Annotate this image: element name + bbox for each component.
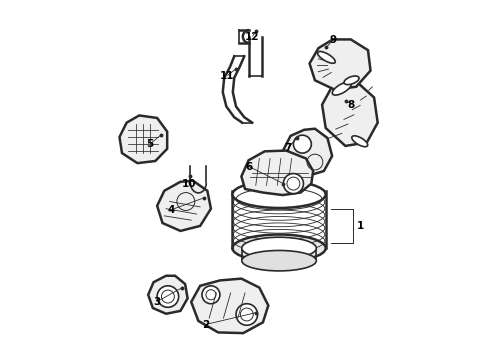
Text: 12: 12 bbox=[245, 32, 259, 41]
Circle shape bbox=[157, 286, 179, 307]
Ellipse shape bbox=[232, 234, 326, 262]
Circle shape bbox=[202, 286, 220, 304]
Ellipse shape bbox=[344, 76, 359, 85]
Text: 1: 1 bbox=[357, 221, 365, 231]
Text: 6: 6 bbox=[245, 162, 252, 172]
Polygon shape bbox=[322, 81, 378, 146]
Ellipse shape bbox=[332, 82, 351, 95]
Text: 3: 3 bbox=[153, 297, 161, 307]
Circle shape bbox=[283, 174, 303, 194]
Ellipse shape bbox=[318, 51, 335, 63]
Polygon shape bbox=[148, 276, 188, 314]
Ellipse shape bbox=[352, 136, 368, 147]
Ellipse shape bbox=[242, 237, 317, 259]
Ellipse shape bbox=[242, 251, 317, 271]
Text: 5: 5 bbox=[147, 139, 153, 149]
Text: 4: 4 bbox=[168, 206, 175, 216]
Text: 7: 7 bbox=[284, 143, 292, 153]
Text: 2: 2 bbox=[202, 320, 209, 330]
Text: 9: 9 bbox=[329, 35, 337, 45]
Polygon shape bbox=[283, 129, 332, 176]
Polygon shape bbox=[310, 40, 370, 90]
Text: 10: 10 bbox=[182, 179, 196, 189]
Text: 11: 11 bbox=[220, 71, 234, 81]
Circle shape bbox=[294, 135, 311, 153]
Circle shape bbox=[236, 304, 258, 325]
Text: 8: 8 bbox=[347, 100, 354, 110]
Polygon shape bbox=[157, 181, 211, 231]
Polygon shape bbox=[120, 116, 167, 163]
Polygon shape bbox=[242, 150, 313, 195]
Ellipse shape bbox=[232, 181, 326, 208]
Polygon shape bbox=[191, 279, 269, 333]
Polygon shape bbox=[232, 191, 326, 248]
